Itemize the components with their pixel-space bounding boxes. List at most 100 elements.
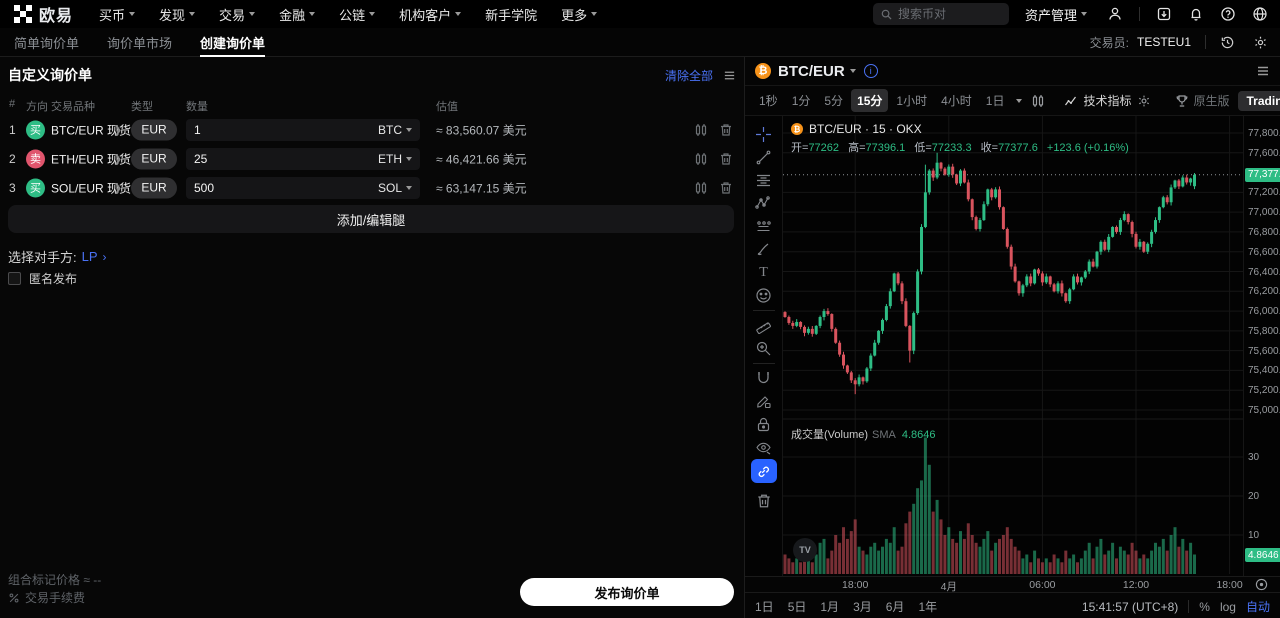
amount-input[interactable]: 1 BTC: [186, 118, 420, 141]
chart-area[interactable]: T: [745, 116, 1280, 576]
magnet-tool-icon[interactable]: [751, 367, 777, 390]
chevron-right-icon[interactable]: ❯: [113, 182, 123, 194]
download-app-icon[interactable]: [1156, 6, 1172, 22]
help-icon[interactable]: [1220, 6, 1236, 22]
go-to-realtime-icon[interactable]: [1255, 578, 1268, 591]
nav-buy-crypto[interactable]: 买币: [99, 5, 136, 24]
nav-more[interactable]: 更多: [561, 5, 598, 24]
history-icon[interactable]: [1220, 35, 1235, 50]
range-6mo[interactable]: 6月: [885, 600, 905, 614]
list-icon[interactable]: [1256, 64, 1270, 78]
trash-icon[interactable]: [719, 181, 733, 195]
trophy-icon[interactable]: [1175, 94, 1189, 108]
assets-menu[interactable]: 资产管理: [1025, 5, 1087, 24]
unit-select[interactable]: SOL: [378, 181, 412, 195]
leg-symbol[interactable]: BTC/EUR 现货: [51, 123, 132, 137]
pair-name[interactable]: BTC/EUR: [778, 62, 845, 80]
text-tool-icon[interactable]: T: [759, 264, 768, 280]
clock[interactable]: 15:41:57 (UTC+8): [1081, 599, 1179, 614]
leg-symbol[interactable]: ETH/EUR 现货: [51, 152, 132, 166]
chart-settings-gear-icon[interactable]: [1137, 94, 1151, 108]
tf-4h[interactable]: 4小时: [941, 94, 972, 108]
crosshair-tool-icon[interactable]: [751, 123, 777, 146]
xabcd-pattern-tool-icon[interactable]: [751, 192, 777, 215]
brush-tool-icon[interactable]: [751, 238, 777, 261]
lock-tool-icon[interactable]: [751, 413, 777, 436]
nav-discover[interactable]: 发现: [159, 5, 196, 24]
range-5d[interactable]: 5日: [787, 600, 807, 614]
native-version-toggle[interactable]: 原生版: [1193, 94, 1230, 108]
nav-trade[interactable]: 交易: [219, 5, 256, 24]
tf-5m[interactable]: 5分: [824, 94, 844, 108]
tf-1m[interactable]: 1分: [791, 94, 811, 108]
chart-type-icon[interactable]: [1031, 94, 1045, 108]
counterparty-value-link[interactable]: LP: [81, 249, 98, 264]
chevron-right-icon[interactable]: ❯: [113, 124, 123, 136]
trash-icon[interactable]: [719, 152, 733, 166]
chevron-down-icon[interactable]: [1016, 98, 1023, 103]
tradingview-toggle[interactable]: TradingView: [1237, 90, 1280, 111]
edit-drawings-tool-icon[interactable]: [751, 390, 777, 413]
range-1d[interactable]: 1日: [755, 600, 774, 614]
range-3mo[interactable]: 3月: [853, 600, 872, 614]
search-box[interactable]: [872, 3, 1009, 25]
anonymous-checkbox[interactable]: [8, 272, 21, 285]
link-tool-icon[interactable]: [750, 459, 777, 483]
delete-drawings-trash-icon[interactable]: [751, 489, 777, 512]
nav-institutional[interactable]: 机构客户: [399, 5, 462, 24]
measure-ruler-tool-icon[interactable]: [751, 314, 777, 337]
log-scale-button[interactable]: log: [1219, 599, 1236, 614]
tf-1d[interactable]: 1日: [985, 94, 1005, 108]
user-icon[interactable]: [1107, 6, 1123, 22]
tab-create-rfq[interactable]: 创建询价单: [200, 28, 266, 57]
amount-input[interactable]: 25 ETH: [186, 147, 420, 170]
info-icon[interactable]: i: [863, 64, 878, 78]
price-axis[interactable]: 77,800.0 77,600.0 77,200.0 77,000.0 76,800.0…: [1243, 116, 1280, 576]
indicators-button[interactable]: 技术指标: [1064, 92, 1132, 109]
panel-menu-icon[interactable]: [723, 69, 736, 82]
language-globe-icon[interactable]: [1252, 6, 1268, 22]
nav-chain[interactable]: 公链: [339, 5, 376, 24]
range-1y[interactable]: 1年: [918, 600, 938, 614]
zoom-in-tool-icon[interactable]: [751, 337, 777, 360]
nav-finance[interactable]: 金融: [279, 5, 316, 24]
mark-price-value: ≈ --: [83, 573, 102, 587]
leg-type-button[interactable]: EUR: [131, 177, 177, 198]
unit-select[interactable]: ETH: [378, 152, 412, 166]
trend-line-tool-icon[interactable]: [751, 146, 777, 169]
okx-logo[interactable]: 欧易: [14, 2, 73, 26]
chevron-down-icon[interactable]: [849, 69, 856, 73]
amount-input[interactable]: 500 SOL: [186, 176, 420, 199]
leg-type-button[interactable]: EUR: [131, 148, 177, 169]
leg-type-button[interactable]: EUR: [131, 119, 177, 140]
settings-gear-icon[interactable]: [1253, 35, 1268, 50]
auto-scale-button[interactable]: 自动: [1245, 600, 1270, 614]
emoji-tool-icon[interactable]: [751, 284, 777, 307]
tf-1h[interactable]: 1小时: [896, 94, 928, 108]
time-axis[interactable]: 18:00 4月 06:00 12:00 18:00: [745, 576, 1280, 592]
leg-symbol[interactable]: SOL/EUR 现货: [51, 181, 132, 195]
add-edit-legs-button[interactable]: 添加/编辑腿: [8, 205, 734, 233]
forecast-tool-icon[interactable]: [751, 215, 777, 238]
trash-icon[interactable]: [719, 123, 733, 137]
hide-drawings-eye-icon[interactable]: [751, 436, 777, 459]
range-1mo[interactable]: 1月: [820, 600, 840, 614]
tab-rfq-market[interactable]: 询价单市场: [107, 35, 173, 51]
candlestick-chart[interactable]: [783, 116, 1243, 576]
unit-select[interactable]: BTC: [378, 123, 412, 137]
notifications-bell-icon[interactable]: [1188, 6, 1204, 22]
tf-15m[interactable]: 15分: [851, 89, 889, 112]
search-input[interactable]: [897, 7, 988, 21]
candle-chart-icon[interactable]: [694, 181, 708, 195]
tab-simple-rfq[interactable]: 简单询价单: [14, 35, 80, 51]
publish-rfq-button[interactable]: 发布询价单: [520, 578, 734, 606]
percent-scale-button[interactable]: %: [1199, 599, 1210, 614]
nav-academy[interactable]: 新手学院: [485, 7, 538, 23]
candle-chart-icon[interactable]: [694, 152, 708, 166]
clear-all-link[interactable]: 清除全部: [664, 68, 713, 83]
chevron-right-icon[interactable]: ❯: [113, 153, 123, 165]
candle-chart-icon[interactable]: [694, 123, 708, 137]
fib-retracement-tool-icon[interactable]: [751, 169, 777, 192]
tf-1s[interactable]: 1秒: [759, 94, 778, 108]
chevron-right-icon[interactable]: ›: [102, 249, 107, 264]
